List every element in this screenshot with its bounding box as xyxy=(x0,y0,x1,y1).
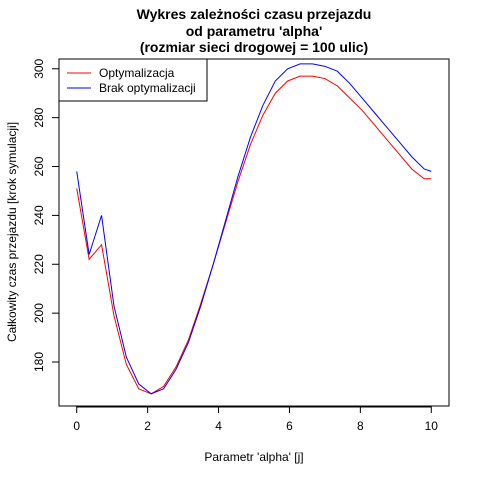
x-tick-label: 2 xyxy=(144,419,151,433)
series-line-optymalizacja xyxy=(76,75,432,395)
y-tick-label: 200 xyxy=(32,303,46,323)
y-tick-label: 300 xyxy=(32,58,46,78)
y-axis-label: Całkowity czas przejazdu [krok symulacji… xyxy=(5,122,19,342)
y-tick-label: 220 xyxy=(32,254,46,274)
legend-entry-label: Optymalizacja xyxy=(99,66,175,80)
series-line-brak-optymalizacji xyxy=(76,63,432,395)
legend-box xyxy=(58,58,208,102)
chart-title-line: (rozmiar sieci drogowej = 100 ulic) xyxy=(140,39,368,55)
plot-frame xyxy=(58,58,450,407)
chart-title-line: od parametru 'alpha' xyxy=(186,23,323,39)
y-tick-label: 260 xyxy=(32,156,46,176)
x-axis: 0 2 4 6 8 10 xyxy=(73,406,438,433)
series-layer xyxy=(76,63,432,395)
x-axis-label: Parametr 'alpha' [j] xyxy=(204,450,303,464)
x-tick-label: 4 xyxy=(215,419,222,433)
legend-entry-label: Brak optymalizacji xyxy=(99,81,196,95)
y-tick-label: 180 xyxy=(32,352,46,372)
x-tick-label: 10 xyxy=(425,419,439,433)
x-tick-label: 8 xyxy=(357,419,364,433)
y-axis: 180 200 220 240 260 280 300 xyxy=(32,58,60,372)
y-tick-label: 240 xyxy=(32,205,46,225)
x-tick-label: 0 xyxy=(73,419,80,433)
x-tick-label: 6 xyxy=(286,419,293,433)
chart-title-line: Wykres zależności czasu przejazdu xyxy=(137,6,372,22)
y-tick-label: 280 xyxy=(32,107,46,127)
